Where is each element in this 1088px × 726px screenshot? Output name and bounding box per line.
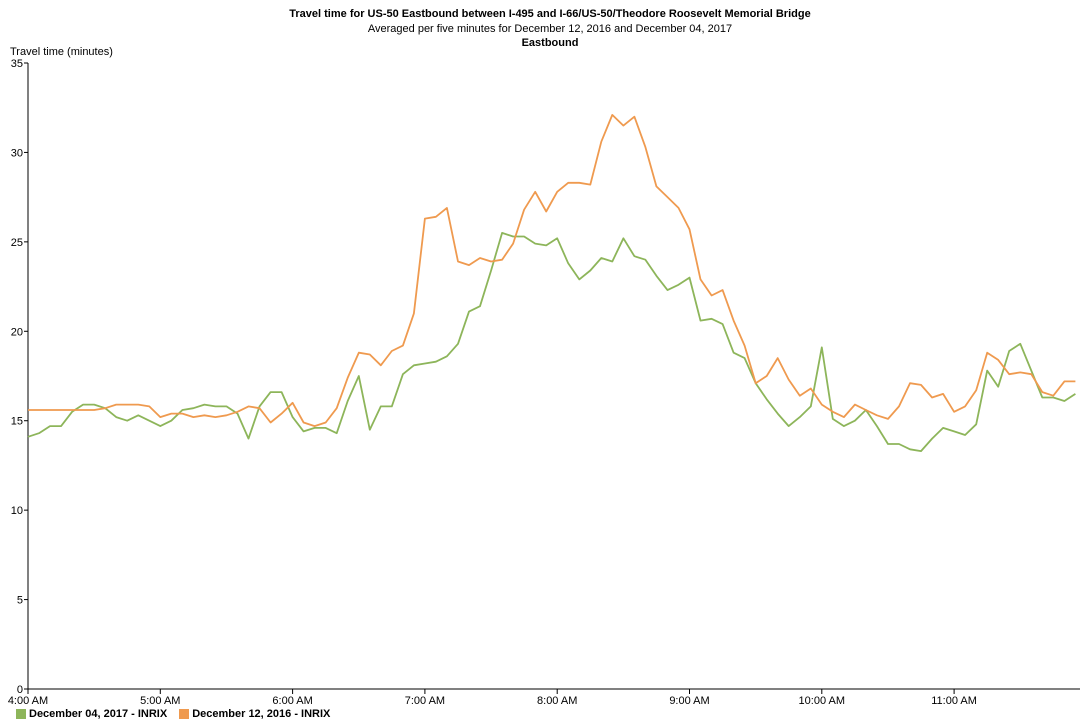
legend-swatch-2017 bbox=[16, 709, 26, 719]
x-tick-label: 5:00 AM bbox=[140, 695, 180, 707]
chart-axes: 0 5 10 15 20 25 30 35 4:00 AM 5:00 AM 6:00 AM 7:00 … bbox=[8, 58, 1080, 707]
y-tick-label: 10 bbox=[11, 505, 23, 517]
y-tick-label: 0 bbox=[17, 684, 23, 696]
x-tick-label: 6:00 AM bbox=[272, 695, 312, 707]
x-tick-label: 8:00 AM bbox=[537, 695, 577, 707]
y-tick-label: 5 bbox=[17, 595, 23, 607]
y-tick-label: 25 bbox=[11, 237, 23, 249]
x-tick-label: 4:00 AM bbox=[8, 695, 48, 707]
series-line-2017 bbox=[27, 231, 1076, 453]
y-axis-label: Travel time (minutes) bbox=[10, 46, 113, 58]
x-tick-label: 7:00 AM bbox=[405, 695, 445, 707]
y-tick-label: 35 bbox=[11, 58, 23, 70]
x-tick-label: 11:00 AM bbox=[931, 695, 977, 707]
legend-swatch-2016 bbox=[179, 709, 190, 719]
x-tick-label: 10:00 AM bbox=[799, 695, 845, 707]
x-tick-label: 9:00 AM bbox=[669, 695, 709, 707]
chart-series bbox=[27, 114, 1076, 453]
y-tick-label: 30 bbox=[11, 147, 23, 159]
legend-item-2016[interactable]: December 12, 2016 - INRIX bbox=[179, 708, 330, 720]
legend-item-2017[interactable]: December 04, 2017 - INRIX bbox=[16, 708, 167, 720]
y-tick-label: 20 bbox=[11, 326, 23, 338]
legend: December 04, 2017 - INRIX December 12, 2… bbox=[16, 708, 330, 720]
legend-label-2016: December 12, 2016 - INRIX bbox=[192, 708, 331, 720]
chart-direction: Eastbound bbox=[521, 37, 579, 49]
chart-titles: Travel time for US-50 Eastbound between … bbox=[0, 7, 1088, 51]
series-line-2016 bbox=[28, 114, 1076, 428]
y-tick-label: 15 bbox=[11, 416, 23, 428]
legend-label-2017: December 04, 2017 - INRIX bbox=[29, 708, 168, 720]
chart-subtitle: Averaged per five minutes for December 1… bbox=[367, 23, 733, 35]
chart-title: Travel time for US-50 Eastbound between … bbox=[289, 8, 811, 20]
